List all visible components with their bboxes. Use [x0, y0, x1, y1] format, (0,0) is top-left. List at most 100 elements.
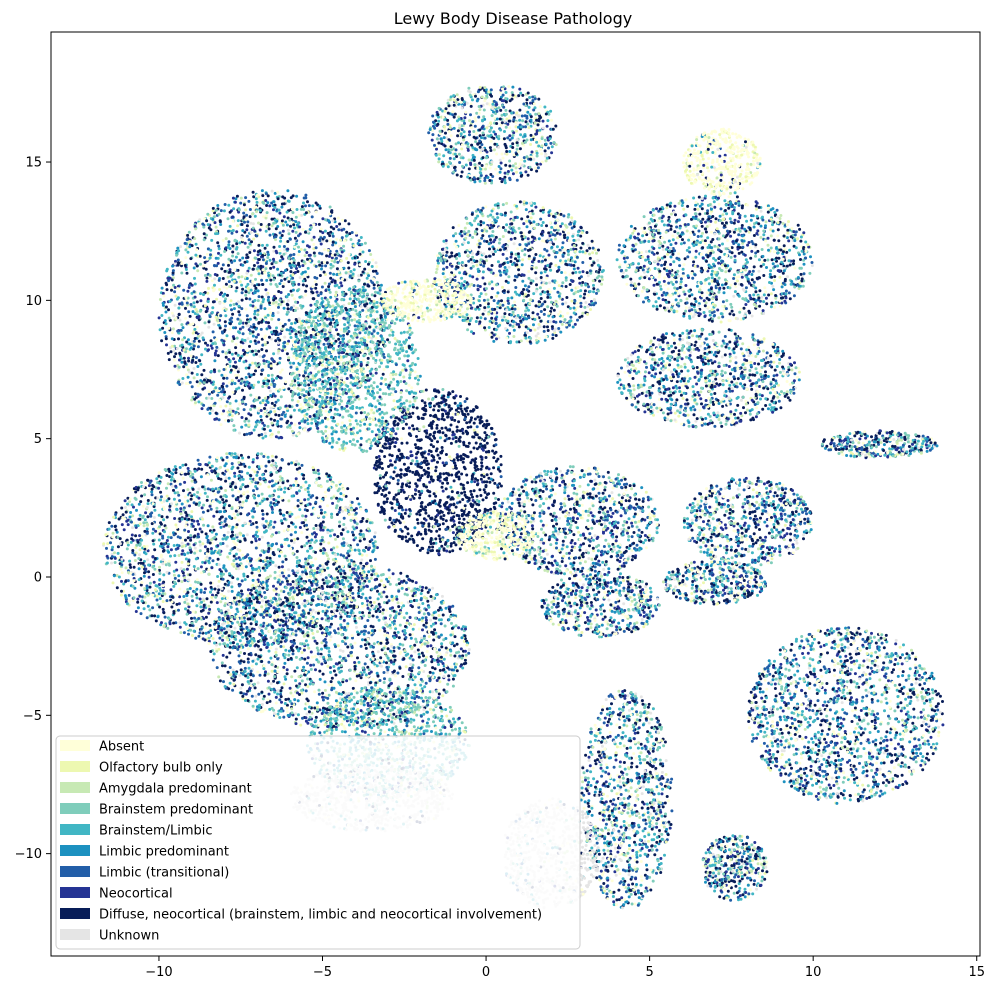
point — [297, 282, 301, 286]
point — [508, 323, 512, 327]
point — [577, 238, 581, 242]
point — [500, 121, 504, 125]
point — [196, 345, 200, 349]
point — [257, 349, 261, 353]
point — [290, 398, 294, 402]
point — [310, 321, 314, 325]
point — [223, 374, 227, 377]
point — [234, 326, 238, 330]
point — [458, 95, 462, 99]
point — [253, 256, 257, 260]
point — [206, 378, 210, 382]
point — [311, 297, 315, 301]
point — [319, 227, 323, 231]
point — [499, 484, 503, 488]
point — [220, 267, 224, 271]
point — [306, 257, 309, 261]
point — [188, 283, 191, 287]
point — [228, 408, 232, 411]
point — [549, 262, 553, 266]
point — [405, 473, 408, 476]
point — [230, 352, 234, 356]
point — [413, 526, 417, 530]
point — [238, 331, 242, 335]
point — [229, 303, 232, 307]
point — [520, 141, 524, 145]
point — [314, 210, 318, 214]
point — [254, 277, 257, 281]
point — [514, 125, 518, 129]
point — [276, 341, 280, 345]
point — [477, 222, 480, 226]
point — [280, 205, 284, 209]
point — [217, 278, 221, 282]
point — [178, 318, 182, 322]
point — [458, 500, 462, 504]
point — [519, 171, 523, 175]
point — [315, 406, 319, 410]
point — [470, 143, 474, 147]
point — [451, 412, 455, 416]
point — [522, 102, 526, 106]
point — [497, 241, 501, 245]
point — [217, 369, 221, 373]
point — [378, 458, 382, 461]
point — [311, 291, 315, 295]
point — [554, 221, 557, 225]
point — [506, 170, 510, 173]
point — [402, 462, 406, 466]
point — [451, 110, 455, 114]
point — [219, 209, 223, 213]
point — [259, 372, 263, 376]
point — [371, 269, 375, 273]
point — [301, 275, 305, 279]
point — [286, 247, 290, 251]
point — [416, 438, 420, 442]
point — [217, 251, 220, 255]
point — [467, 441, 471, 445]
point — [286, 342, 290, 346]
point — [242, 360, 246, 364]
point — [493, 142, 497, 146]
point — [304, 196, 308, 200]
point — [497, 106, 501, 110]
point — [462, 512, 466, 516]
point — [565, 296, 569, 299]
point — [278, 211, 282, 215]
point — [248, 317, 252, 321]
point — [320, 264, 324, 268]
point — [262, 379, 266, 383]
point — [205, 219, 209, 223]
point — [219, 314, 223, 318]
point — [437, 552, 441, 556]
point — [507, 85, 511, 88]
point — [240, 291, 244, 295]
point — [374, 336, 378, 340]
point — [294, 329, 298, 333]
point — [264, 199, 268, 202]
point — [216, 319, 220, 323]
point — [267, 307, 271, 311]
point — [253, 398, 257, 402]
point — [363, 241, 367, 245]
point — [265, 327, 269, 331]
point — [498, 170, 502, 174]
point — [180, 271, 184, 275]
point — [457, 420, 461, 424]
point — [523, 134, 527, 138]
point — [226, 275, 230, 279]
point — [472, 446, 476, 450]
point — [253, 309, 257, 313]
point — [471, 120, 475, 124]
point — [433, 430, 437, 434]
point — [169, 350, 173, 354]
point — [291, 229, 295, 233]
point — [232, 364, 236, 368]
point — [252, 249, 256, 253]
point — [569, 315, 573, 319]
point — [186, 338, 190, 342]
point — [335, 328, 338, 332]
point — [453, 242, 457, 246]
point — [381, 507, 385, 511]
point — [466, 175, 470, 179]
